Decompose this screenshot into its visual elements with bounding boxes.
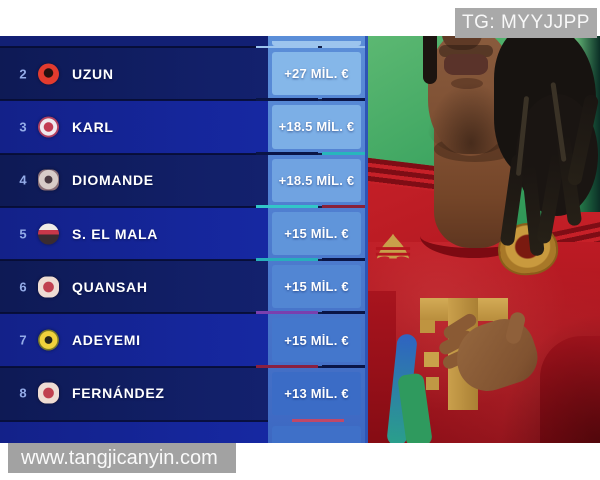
corner-shadow (500, 313, 600, 443)
table-row: 7 ADEYEMI +15 MİL. € (0, 311, 366, 367)
jersey-sleeve (540, 336, 600, 443)
separator-accent (256, 98, 318, 102)
player-name: UZUN (72, 65, 114, 82)
table-row: 6 QUANSAH +15 MİL. € (0, 258, 366, 314)
separator-accent (322, 204, 366, 208)
partial-row-above (0, 36, 268, 47)
club-badge-fc-koln-icon (38, 223, 59, 244)
market-value-text: +15 MİL. € (284, 279, 349, 295)
separator-accent (256, 364, 318, 368)
partial-value-box-above (272, 41, 361, 46)
separator-accent (322, 46, 366, 48)
rank-number: 8 (19, 385, 27, 401)
player-name: KARL (72, 118, 114, 135)
market-value-badge: +13 MİL. € (272, 371, 361, 416)
rank-number: 2 (19, 66, 27, 82)
player-name: ADEYEMI (72, 332, 141, 349)
market-value-text: +13 MİL. € (284, 385, 349, 401)
rank-number: 4 (19, 172, 27, 188)
rank-number: 7 (19, 332, 27, 348)
ranking-table: 2 UZUN +27 MİL. € 3 KARL +18.5 MİL. € 4 … (0, 36, 368, 443)
partial-row-below (0, 420, 268, 443)
separator-accent (256, 151, 318, 155)
separator-accent (322, 364, 366, 368)
separator-accent (322, 258, 366, 262)
market-value-badge: +15 MİL. € (272, 318, 361, 362)
market-value-badge: +27 MİL. € (272, 52, 361, 96)
market-value-text: +15 MİL. € (284, 226, 349, 241)
rank-number: 5 (19, 226, 27, 241)
separator-accent (256, 46, 318, 48)
graphic-content: 2 UZUN +27 MİL. € 3 KARL +18.5 MİL. € 4 … (0, 36, 600, 443)
market-value-badge: +15 MİL. € (272, 211, 361, 256)
player-sideburn (423, 36, 437, 84)
club-badge-bayer-leverkusen-icon (38, 382, 59, 404)
club-badge-borussia-dortmund-icon (38, 329, 59, 351)
telekom-dot (426, 377, 439, 390)
separator-accent (256, 258, 318, 262)
market-value-badge: +18.5 MİL. € (272, 105, 361, 149)
telekom-dot (424, 352, 439, 367)
separator-accent (256, 311, 318, 315)
player-name: DIOMANDE (72, 172, 154, 189)
partial-value-box-below (272, 426, 361, 443)
market-value-text: +18.5 MİL. € (278, 172, 355, 188)
separator-accent (292, 419, 344, 422)
club-badge-bayern-munich-icon (38, 116, 59, 138)
separator-accent (256, 204, 318, 208)
market-value-text: +15 MİL. € (284, 332, 349, 348)
website-watermark-badge: www.tangjicanyin.com (8, 443, 236, 473)
jersey-collar (420, 214, 528, 258)
market-value-badge: +15 MİL. € (272, 265, 361, 309)
player-photo (365, 36, 600, 443)
club-badge-rb-leipzig-icon (38, 169, 59, 191)
rank-number: 6 (19, 279, 27, 295)
player-lips (444, 54, 488, 75)
table-row: 2 UZUN +27 MİL. € (0, 45, 366, 101)
table-row: 3 KARL +18.5 MİL. € (0, 98, 366, 154)
market-value-text: +18.5 MİL. € (278, 119, 355, 135)
player-name: FERNÁNDEZ (72, 385, 165, 402)
market-value-badge: +18.5 MİL. € (272, 158, 361, 202)
club-badge-bayer-leverkusen-icon (38, 276, 59, 298)
rank-number: 3 (19, 119, 27, 135)
market-value-text: +27 MİL. € (284, 66, 349, 82)
telegram-watermark-badge: TG: MYYJJPP (455, 8, 597, 38)
player-name: S. EL MALA (72, 225, 159, 242)
table-row: 5 S. EL MALA +15 MİL. € (0, 204, 366, 261)
separator-accent (322, 311, 366, 315)
table-row: 8 FERNÁNDEZ +13 MİL. € (0, 364, 366, 421)
adidas-trefoil-icon (374, 230, 412, 268)
telegram-watermark-text: TG: MYYJJPP (462, 12, 590, 33)
separator-accent (322, 98, 366, 102)
website-watermark-text: www.tangjicanyin.com (21, 446, 218, 469)
club-badge-eintracht-frankfurt-icon (38, 63, 59, 85)
separator-accent (322, 151, 366, 155)
table-row: 4 DIOMANDE +18.5 MİL. € (0, 151, 366, 207)
player-name: QUANSAH (72, 278, 148, 295)
